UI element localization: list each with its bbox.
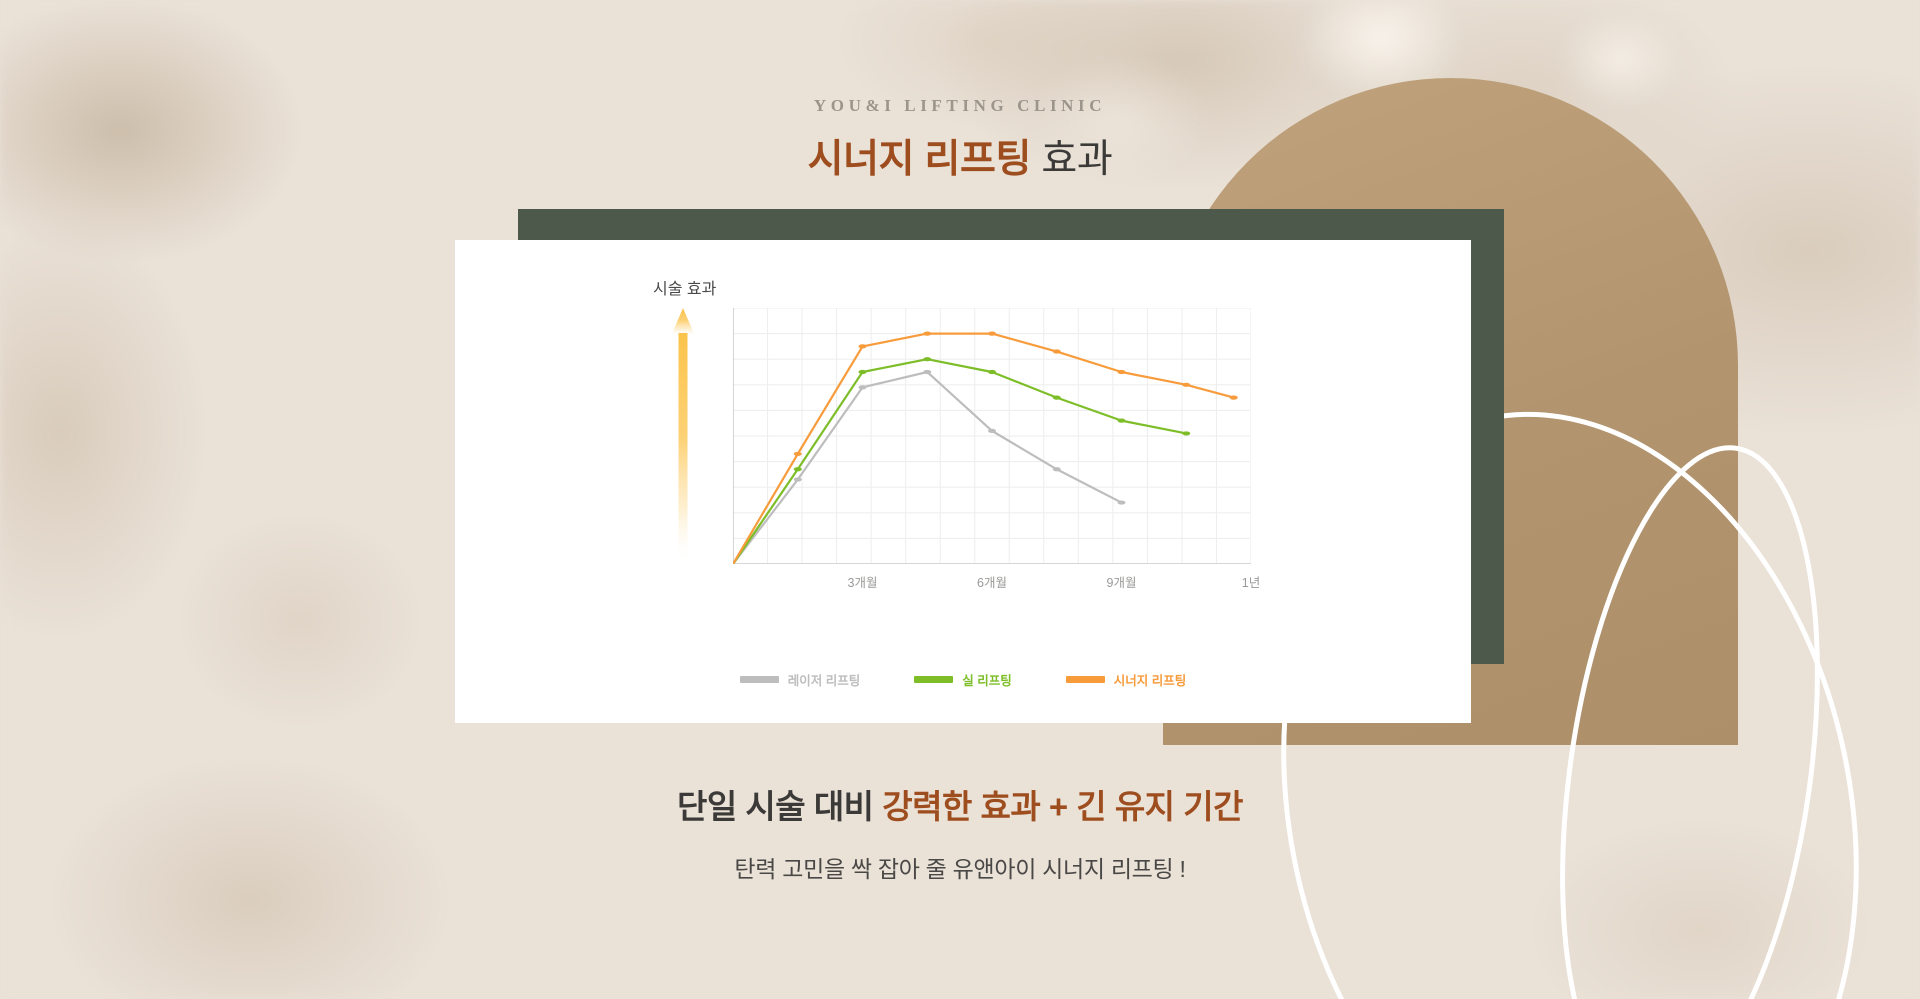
footer-headline-plain: 단일 시술 대비 — [677, 788, 883, 825]
x-axis-labels: 3개월 6개월 9개월 1년 — [733, 572, 1261, 592]
legend-item[interactable]: 레이저 리프팅 — [739, 670, 861, 689]
legend-item[interactable]: 실 리프팅 — [914, 670, 1012, 689]
x-tick-label: 6개월 — [977, 576, 1007, 590]
page-title: 시너지 리프팅 효과 — [0, 128, 1920, 184]
footer-block: 단일 시술 대비 강력한 효과 + 긴 유지 기간 탄력 고민을 싹 잡아 줄 … — [0, 780, 1920, 884]
page-title-rest: 효과 — [1030, 138, 1113, 181]
line-chart-plot — [733, 308, 1251, 564]
up-arrow-icon — [671, 308, 695, 566]
legend-item[interactable]: 시너지 리프팅 — [1065, 670, 1187, 689]
footer-subheadline: 탄력 고민을 싹 잡아 줄 유앤아이 시너지 리프팅 ! — [734, 856, 1186, 882]
legend-swatch — [1065, 676, 1105, 683]
x-tick-label: 9개월 — [1106, 576, 1137, 590]
legend-label: 실 리프팅 — [962, 674, 1012, 688]
page-title-accent: 시너지 리프팅 — [807, 138, 1032, 181]
legend-swatch — [739, 676, 779, 683]
clinic-eyebrow: YOU&I LIFTING CLINIC — [813, 96, 1107, 115]
legend-label: 시너지 리프팅 — [1113, 674, 1187, 688]
chart-card: 시술 효과 3개월 6개월 9개월 1년 — [455, 240, 1471, 723]
chart-container: 시술 효과 3개월 6개월 9개월 1년 — [455, 240, 1471, 723]
x-tick-label: 3개월 — [847, 576, 878, 590]
legend-swatch — [914, 676, 954, 683]
header-block: YOU&I LIFTING CLINIC 시너지 리프팅 효과 — [0, 96, 1920, 184]
legend-label: 레이저 리프팅 — [787, 674, 861, 688]
y-axis-title: 시술 효과 — [653, 281, 717, 298]
footer-headline: 단일 시술 대비 강력한 효과 + 긴 유지 기간 — [0, 780, 1920, 828]
x-tick-label: 1년 — [1241, 576, 1261, 590]
footer-headline-accent: 강력한 효과 + 긴 유지 기간 — [882, 788, 1243, 825]
chart-legend: 레이저 리프팅 실 리프팅 시너지 리프팅 — [455, 670, 1471, 689]
